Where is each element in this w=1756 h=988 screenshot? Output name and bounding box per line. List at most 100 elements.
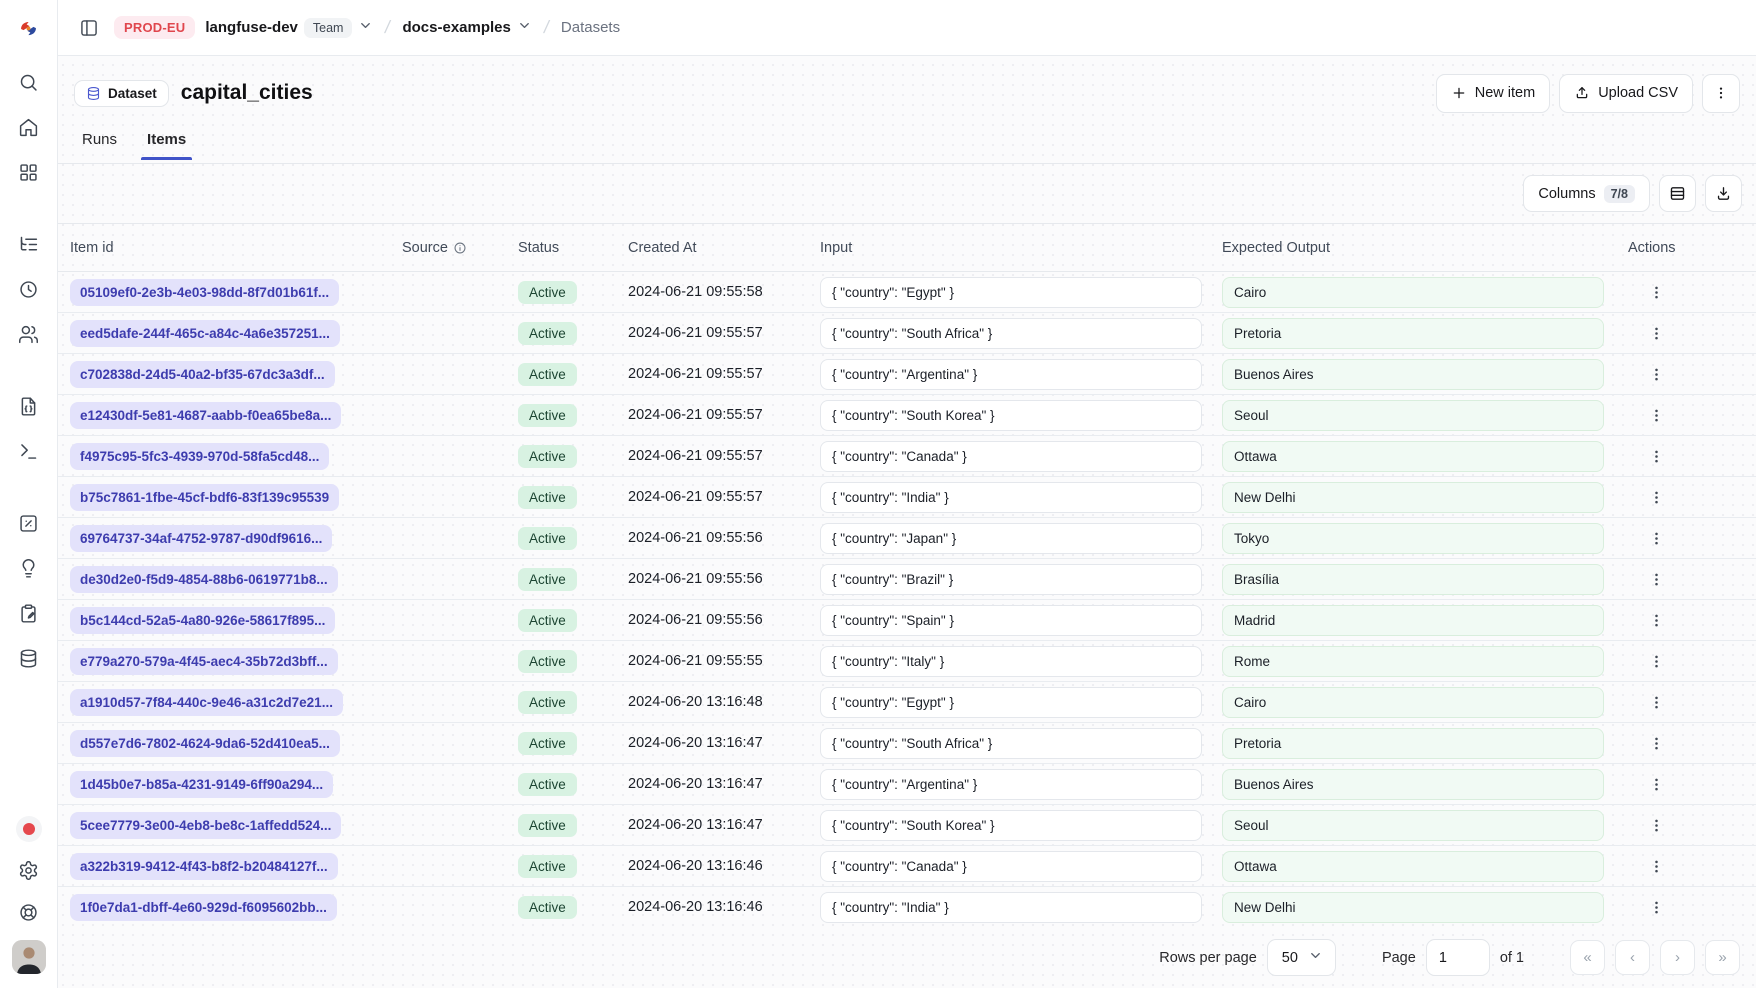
row-actions-menu-button[interactable] (1642, 442, 1670, 470)
previous-page-button[interactable]: ‹ (1615, 940, 1650, 975)
expected-output-cell[interactable]: Rome (1222, 645, 1604, 677)
input-cell[interactable]: { "country": "South Africa" } (820, 317, 1202, 349)
row-actions-menu-button[interactable] (1642, 524, 1670, 552)
table-row: 05109ef0-2e3b-4e03-98dd-8f7d01b61f... Act… (58, 272, 1756, 313)
support-lifebuoy-icon[interactable] (14, 898, 44, 926)
sessions-clock-icon[interactable] (14, 275, 44, 303)
input-cell[interactable]: { "country": "India" } (820, 891, 1202, 923)
item-id-pill[interactable]: 69764737-34af-4752-9787-d90df9616... (70, 524, 333, 552)
org-selector[interactable]: langfuse-dev Team (205, 17, 373, 38)
input-cell[interactable]: { "country": "Argentina" } (820, 768, 1202, 800)
item-id-pill[interactable]: e779a270-579a-4f45-aec4-35b72d3bff... (70, 647, 338, 675)
row-actions-menu-button[interactable] (1642, 688, 1670, 716)
input-cell[interactable]: { "country": "Egypt" } (820, 686, 1202, 718)
settings-gear-icon[interactable] (14, 856, 44, 884)
project-selector[interactable]: docs-examples (402, 18, 531, 37)
row-actions-menu-button[interactable] (1642, 319, 1670, 347)
row-actions-menu-button[interactable] (1642, 565, 1670, 593)
users-icon[interactable] (14, 320, 44, 348)
annotation-clipboard-pen-icon[interactable] (14, 599, 44, 627)
item-id-pill[interactable]: 1d45b0e7-b85a-4231-9149-6ff90a294... (70, 770, 334, 798)
item-id-pill[interactable]: c702838d-24d5-40a2-bf35-67dc3a3df... (70, 360, 335, 388)
row-actions-menu-button[interactable] (1642, 893, 1670, 921)
upload-icon (1576, 87, 1588, 99)
item-id-pill[interactable]: 1f0e7da1-dbff-4e60-929d-f6095602bb... (70, 893, 337, 921)
input-cell[interactable]: { "country": "South Korea" } (820, 399, 1202, 431)
input-cell[interactable]: { "country": "Japan" } (820, 522, 1202, 554)
input-cell[interactable]: { "country": "Brazil" } (820, 563, 1202, 595)
next-page-button[interactable]: › (1660, 940, 1695, 975)
tab-items[interactable]: Items (141, 123, 193, 160)
row-actions-menu-button[interactable] (1642, 729, 1670, 757)
langfuse-logo[interactable] (12, 11, 46, 45)
row-actions-menu-button[interactable] (1642, 852, 1670, 880)
rows-per-page-select[interactable]: 50 (1266, 939, 1336, 976)
input-cell[interactable]: { "country": "India" } (820, 481, 1202, 513)
home-icon[interactable] (14, 113, 44, 141)
input-cell[interactable]: { "country": "South Africa" } (820, 727, 1202, 759)
expected-output-cell[interactable]: Buenos Aires (1222, 358, 1604, 390)
upload-csv-button[interactable]: Upload CSV (1559, 73, 1693, 113)
sidebar-toggle-panel-icon[interactable] (74, 13, 104, 43)
item-id-pill[interactable]: eed5dafe-244f-465c-a84c-4a6e357251... (70, 319, 340, 347)
expected-output-cell[interactable]: New Delhi (1222, 481, 1604, 513)
evaluation-square-percent-icon[interactable] (14, 509, 44, 537)
input-cell[interactable]: { "country": "Canada" } (820, 850, 1202, 882)
item-id-pill[interactable]: f4975c95-5fc3-4939-970d-58fa5cd48... (70, 442, 330, 470)
item-id-pill[interactable]: a322b319-9412-4f43-b8f2-b20484127f... (70, 852, 338, 880)
last-page-button[interactable]: » (1705, 940, 1740, 975)
dashboard-grid-icon[interactable] (14, 158, 44, 186)
input-cell[interactable]: { "country": "Canada" } (820, 440, 1202, 472)
playground-terminal-icon[interactable] (14, 437, 44, 465)
expected-output-cell[interactable]: Seoul (1222, 809, 1604, 841)
export-download-button[interactable] (1705, 175, 1742, 212)
user-avatar[interactable] (11, 940, 46, 974)
expected-output-cell[interactable]: Buenos Aires (1222, 768, 1604, 800)
expected-output-cell[interactable]: Seoul (1222, 399, 1604, 431)
tab-runs[interactable]: Runs (80, 123, 119, 160)
more-actions-button[interactable] (1702, 73, 1740, 113)
row-actions-menu-button[interactable] (1642, 770, 1670, 798)
expected-output-cell[interactable]: Madrid (1222, 604, 1604, 636)
row-height-button[interactable] (1659, 175, 1696, 212)
item-id-pill[interactable]: a1910d57-7f84-440c-9e46-a31c2d7e21... (70, 688, 343, 716)
input-cell[interactable]: { "country": "Italy" } (820, 645, 1202, 677)
item-id-pill[interactable]: e12430df-5e81-4687-aabb-f0ea65be8a... (70, 401, 342, 429)
tracing-list-tree-icon[interactable] (14, 230, 44, 258)
expected-output-cell[interactable]: Cairo (1222, 686, 1604, 718)
item-id-pill[interactable]: b75c7861-1fbe-45cf-bdf6-83f139c95539 (70, 483, 340, 511)
prompts-file-json-icon[interactable] (14, 392, 44, 420)
row-actions-menu-button[interactable] (1642, 278, 1670, 306)
datasets-database-icon[interactable] (14, 644, 44, 672)
columns-button[interactable]: Columns 7/8 (1523, 175, 1650, 212)
first-page-button[interactable]: « (1570, 940, 1605, 975)
item-id-pill[interactable]: de30d2e0-f5d9-4854-88b6-0619771b8... (70, 565, 338, 593)
row-actions-menu-button[interactable] (1642, 483, 1670, 511)
row-actions-menu-button[interactable] (1642, 401, 1670, 429)
page-number-input[interactable] (1425, 939, 1490, 976)
ideas-lightbulb-icon[interactable] (14, 554, 44, 582)
item-id-pill[interactable]: 5cee7779-3e00-4eb8-be8c-1affedd524... (70, 811, 342, 839)
expected-output-cell[interactable]: Ottawa (1222, 850, 1604, 882)
input-cell[interactable]: { "country": "Spain" } (820, 604, 1202, 636)
expected-output-cell[interactable]: Cairo (1222, 276, 1604, 308)
search-icon[interactable] (14, 68, 44, 96)
expected-output-cell[interactable]: New Delhi (1222, 891, 1604, 923)
item-id-pill[interactable]: 05109ef0-2e3b-4e03-98dd-8f7d01b61f... (70, 278, 340, 306)
row-actions-menu-button[interactable] (1642, 811, 1670, 839)
expected-output-cell[interactable]: Pretoria (1222, 727, 1604, 759)
row-actions-menu-button[interactable] (1642, 606, 1670, 634)
input-cell[interactable]: { "country": "Argentina" } (820, 358, 1202, 390)
item-id-pill[interactable]: b5c144cd-52a5-4a80-926e-58617f895... (70, 606, 336, 634)
new-item-button[interactable]: New item (1435, 73, 1551, 113)
input-cell[interactable]: { "country": "Egypt" } (820, 276, 1202, 308)
input-cell[interactable]: { "country": "South Korea" } (820, 809, 1202, 841)
row-actions-menu-button[interactable] (1642, 647, 1670, 675)
expected-output-cell[interactable]: Brasília (1222, 563, 1604, 595)
breadcrumb-section[interactable]: Datasets (560, 19, 621, 36)
expected-output-cell[interactable]: Pretoria (1222, 317, 1604, 349)
item-id-pill[interactable]: d557e7d6-7802-4624-9da6-52d410ea5... (70, 729, 340, 757)
expected-output-cell[interactable]: Tokyo (1222, 522, 1604, 554)
expected-output-cell[interactable]: Ottawa (1222, 440, 1604, 472)
row-actions-menu-button[interactable] (1642, 360, 1670, 388)
